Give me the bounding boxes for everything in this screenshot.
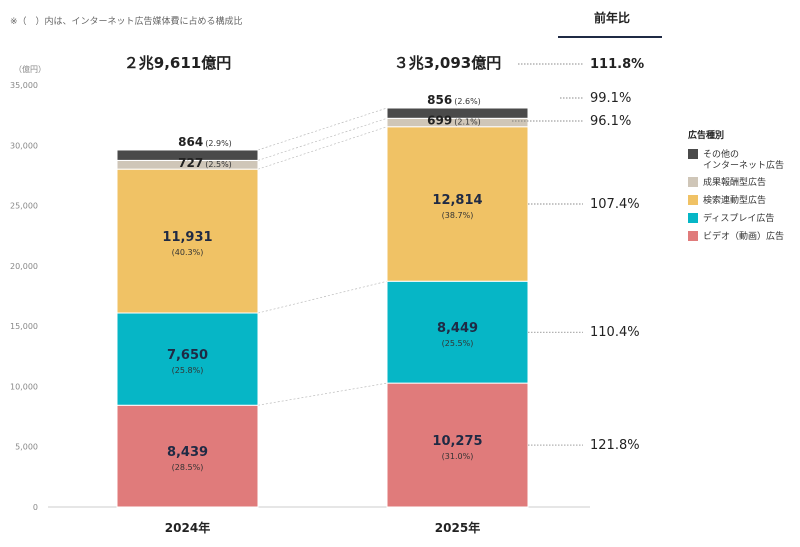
- legend-label-line: ディスプレイ広告: [703, 212, 774, 224]
- connector-line: [257, 280, 388, 314]
- segment-share-label: (25.8%): [172, 366, 204, 375]
- yoy-value: 96.1%: [590, 114, 631, 129]
- bars: [116, 107, 529, 508]
- bar-segment: [116, 312, 259, 406]
- bar-segment: [116, 404, 259, 508]
- small-segment-label: 864 (2.9%): [178, 135, 232, 149]
- yoy-value: 110.4%: [590, 325, 640, 340]
- segment-share-label: (38.7%): [442, 211, 474, 220]
- segment-value-label: 7,650: [167, 348, 208, 363]
- yoy-column: 121.8% 110.4% 107.4% 96.1% 99.1% 111.8%: [512, 57, 644, 453]
- small-segment-value: 727: [178, 156, 203, 170]
- y-tick-label: 20,000: [10, 262, 38, 271]
- yoy-header: 前年比: [594, 10, 630, 25]
- legend-label-line: インターネット広告: [703, 159, 784, 171]
- segment-value-label: 12,814: [432, 193, 482, 208]
- segment-share-label: (40.3%): [172, 248, 204, 257]
- connector-line: [257, 382, 388, 406]
- segment-value-label: 8,439: [167, 445, 208, 460]
- legend-label: 検索連動型広告: [703, 194, 766, 206]
- segment-value-label: 8,449: [437, 321, 478, 336]
- legend-label-line: 検索連動型広告: [703, 194, 766, 206]
- connector-line: [257, 107, 388, 151]
- connector-line: [257, 126, 388, 170]
- connector-line: [257, 117, 388, 161]
- small-segment-label: 699 (2.1%): [427, 114, 481, 128]
- y-tick-label: 5,000: [15, 443, 38, 452]
- legend-label-line: その他の: [703, 148, 739, 160]
- y-tick-label: 35,000: [10, 81, 38, 90]
- legend-swatch: [688, 231, 698, 241]
- y-tick-label: 30,000: [10, 141, 38, 150]
- small-segment-value: 864: [178, 135, 203, 149]
- legend-label: その他のインターネット広告: [703, 148, 784, 171]
- bar-segment: [386, 126, 529, 282]
- legend-label-line: 成果報酬型広告: [703, 176, 766, 188]
- legend-swatch: [688, 195, 698, 205]
- legend-swatch: [688, 213, 698, 223]
- legend-label: 成果報酬型広告: [703, 176, 766, 188]
- x-category-label: 2024年: [165, 520, 210, 535]
- bar-segment: [386, 107, 529, 119]
- legend-label-line: ビデオ（動画）広告: [703, 230, 784, 242]
- yoy-value: 107.4%: [590, 197, 640, 212]
- legend-label: ディスプレイ広告: [703, 212, 774, 224]
- segment-value-label: 10,275: [432, 434, 482, 449]
- legend-swatch: [688, 177, 698, 187]
- x-category-label: 2025年: [435, 520, 480, 535]
- connector-lines: [257, 107, 388, 406]
- y-tick-label: 0: [33, 503, 38, 512]
- bar-segment: [116, 168, 259, 314]
- small-segment-label: 856 (2.6%): [427, 93, 481, 107]
- total-label: ２兆9,611億円: [124, 54, 231, 72]
- legend: 広告種別その他のインターネット広告成果報酬型広告検索連動型広告ディスプレイ広告ビ…: [688, 129, 784, 242]
- small-segment-share: (2.6%): [454, 97, 481, 106]
- small-segment-value: 856: [427, 93, 452, 107]
- small-segment-share: (2.9%): [205, 139, 232, 148]
- small-segment-value: 699: [427, 114, 452, 128]
- legend-label: ビデオ（動画）広告: [703, 230, 784, 242]
- y-tick-label: 25,000: [10, 202, 38, 211]
- y-tick-label: 10,000: [10, 382, 38, 391]
- total-label: ３兆3,093億円: [394, 54, 501, 72]
- yoy-value: 121.8%: [590, 438, 640, 453]
- data-labels: 8,439 (28.5%) 7,650 (25.8%) 11,931 (40.3%) 727…: [124, 54, 501, 472]
- y-tick-label: 15,000: [10, 322, 38, 331]
- segment-share-label: (28.5%): [172, 463, 204, 472]
- segment-share-label: (25.5%): [442, 339, 474, 348]
- small-segment-share: (2.5%): [205, 160, 232, 169]
- y-axis-unit: （億円）: [14, 64, 46, 74]
- legend-swatch: [688, 149, 698, 159]
- small-segment-label: 727 (2.5%): [178, 156, 232, 170]
- yoy-total-value: 111.8%: [590, 57, 644, 72]
- small-segment-share: (2.1%): [454, 118, 481, 127]
- legend-title: 広告種別: [688, 129, 724, 141]
- composition-note: ※（ ）内は、インターネット広告媒体費に占める構成比: [10, 15, 243, 27]
- segment-value-label: 11,931: [162, 230, 212, 245]
- segment-share-label: (31.0%): [442, 452, 474, 461]
- yoy-value: 99.1%: [590, 91, 631, 106]
- x-axis: 2024年 2025年: [165, 520, 480, 535]
- bar-segment: [116, 149, 259, 161]
